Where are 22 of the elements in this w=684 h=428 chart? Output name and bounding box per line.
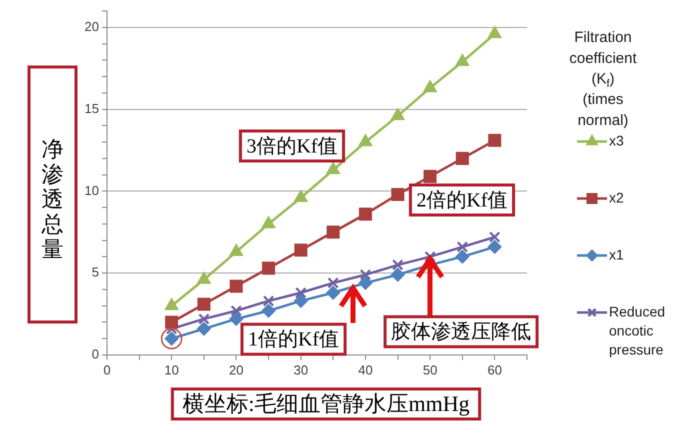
legend-label: x2 — [609, 189, 624, 206]
x-tick-label: 40 — [358, 362, 373, 378]
x-axis-title: 横坐标:毛细血管静水压mmHg — [182, 390, 470, 416]
x-tick-label: 30 — [294, 362, 308, 378]
x-tick-label: 60 — [487, 362, 502, 378]
y-tick-label: 0 — [92, 346, 99, 362]
legend-label: x3 — [609, 132, 624, 148]
annotation: 1倍的Kf值 — [248, 328, 340, 350]
legend-label: x1 — [609, 246, 624, 262]
legend-label: Reduced oncotic pressure — [609, 303, 666, 358]
y-tick-label: 15 — [84, 100, 99, 116]
x-tick-label: 50 — [422, 362, 438, 378]
y-tick-label: 20 — [84, 18, 99, 34]
x-tick-label: 0 — [103, 362, 111, 378]
y-axis-title: 净渗透总量 — [40, 136, 64, 262]
annotation: 胶体渗透压降低 — [391, 320, 532, 343]
x-tick-label: 20 — [228, 362, 244, 378]
y-tick-label: 10 — [84, 182, 99, 198]
y-tick-label: 5 — [92, 264, 99, 280]
annotation: 3倍的Kf值 — [246, 135, 338, 158]
annotation: 2倍的Kf值 — [416, 189, 508, 212]
x-tick-label: 10 — [164, 362, 179, 378]
